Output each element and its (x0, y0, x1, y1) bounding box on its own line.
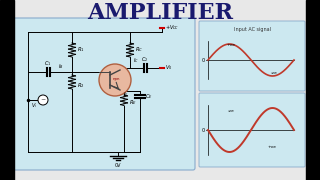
FancyBboxPatch shape (199, 93, 305, 167)
Text: 0: 0 (201, 57, 204, 62)
Text: $+V_{CC}$: $+V_{CC}$ (165, 24, 179, 32)
Text: $C_2$: $C_2$ (141, 55, 148, 64)
Text: Input AC signal: Input AC signal (234, 26, 270, 31)
Text: $V_0$: $V_0$ (165, 64, 172, 72)
Bar (0, 0, 14, 180)
Bar (306, 0, 320, 180)
Text: $R_1$: $R_1$ (77, 46, 85, 54)
Text: +ve: +ve (227, 43, 236, 47)
FancyBboxPatch shape (13, 18, 195, 170)
Circle shape (38, 95, 48, 105)
Text: $I_E$: $I_E$ (123, 91, 129, 99)
Text: $R_2$: $R_2$ (77, 82, 85, 90)
Text: $I_C$: $I_C$ (133, 57, 139, 66)
Text: $C_1$: $C_1$ (44, 59, 52, 68)
FancyBboxPatch shape (199, 21, 305, 91)
Text: +ve: +ve (268, 145, 277, 149)
Text: $R_C$: $R_C$ (135, 46, 143, 54)
Text: $V_i$: $V_i$ (31, 101, 37, 110)
Text: -ve: -ve (228, 109, 235, 113)
Text: npn: npn (112, 77, 120, 81)
Text: 0: 0 (201, 127, 204, 132)
Text: ~: ~ (40, 98, 46, 102)
Circle shape (99, 64, 131, 96)
Text: $C_E$: $C_E$ (145, 93, 153, 102)
Text: $I_B$: $I_B$ (58, 62, 64, 71)
Text: 0V: 0V (115, 163, 121, 168)
Text: -ve: -ve (271, 71, 278, 75)
Text: AMPLIFIER: AMPLIFIER (87, 2, 233, 24)
Text: $R_E$: $R_E$ (129, 99, 137, 107)
